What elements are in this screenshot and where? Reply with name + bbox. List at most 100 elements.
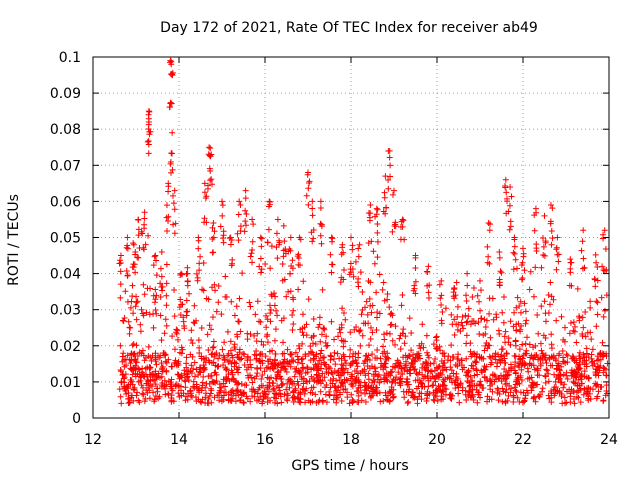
y-tick-label: 0.03 xyxy=(50,303,81,319)
data-point xyxy=(267,306,274,313)
data-point xyxy=(433,334,440,341)
peak-point xyxy=(542,238,549,245)
data-point xyxy=(287,351,294,358)
peak-point xyxy=(142,241,149,248)
data-point xyxy=(127,360,134,367)
data-point xyxy=(215,283,222,290)
data-point xyxy=(383,330,390,337)
data-point xyxy=(337,329,344,336)
peak-point xyxy=(553,244,560,251)
data-point xyxy=(600,313,607,320)
data-point xyxy=(551,384,558,391)
data-point xyxy=(373,389,380,396)
data-point xyxy=(232,378,239,385)
peak-point xyxy=(600,235,607,242)
data-point xyxy=(212,287,219,294)
peak-point xyxy=(193,270,200,277)
peak-point xyxy=(247,253,254,260)
data-point xyxy=(394,357,401,364)
data-point xyxy=(365,352,372,359)
data-point xyxy=(196,344,203,351)
data-point xyxy=(339,379,346,386)
data-point xyxy=(283,396,290,403)
data-point xyxy=(243,366,250,373)
data-point xyxy=(272,326,279,333)
data-point xyxy=(482,324,489,331)
data-point xyxy=(575,366,582,373)
data-point xyxy=(564,388,571,395)
data-point xyxy=(330,355,337,362)
data-point xyxy=(247,303,254,310)
data-point xyxy=(506,382,513,389)
data-point xyxy=(332,387,339,394)
peak-point xyxy=(141,225,148,232)
data-point xyxy=(490,316,497,323)
data-point xyxy=(368,384,375,391)
data-point xyxy=(299,355,306,362)
data-point xyxy=(359,332,366,339)
peak-point xyxy=(220,239,227,246)
peak-point xyxy=(506,226,513,233)
data-point xyxy=(233,360,240,367)
data-point xyxy=(251,393,258,400)
data-point xyxy=(534,312,541,319)
data-point xyxy=(576,315,583,322)
data-point xyxy=(330,396,337,403)
peak-point xyxy=(210,234,217,241)
data-point xyxy=(557,379,564,386)
data-point xyxy=(151,299,158,306)
data-point xyxy=(512,381,519,388)
peak-point xyxy=(547,202,554,209)
peak-point xyxy=(547,220,554,227)
data-point xyxy=(248,364,255,371)
data-point xyxy=(260,393,267,400)
data-point xyxy=(140,391,147,398)
data-point xyxy=(126,399,133,406)
data-point xyxy=(371,260,378,267)
data-point xyxy=(387,322,394,329)
data-point xyxy=(200,287,207,294)
data-point xyxy=(358,311,365,318)
data-point xyxy=(173,326,180,333)
data-point xyxy=(587,298,594,305)
peak-point xyxy=(241,228,248,235)
data-point xyxy=(326,392,333,399)
data-point xyxy=(139,347,146,354)
data-point xyxy=(228,376,235,383)
data-point xyxy=(402,358,409,365)
peak-point xyxy=(140,246,147,253)
data-point xyxy=(342,338,349,345)
peak-point xyxy=(374,238,381,245)
peak-point xyxy=(209,249,216,256)
data-point xyxy=(459,313,466,320)
data-point xyxy=(440,396,447,403)
data-point xyxy=(552,378,559,385)
data-point xyxy=(126,399,133,406)
peak-point xyxy=(503,189,510,196)
data-point xyxy=(187,388,194,395)
data-point xyxy=(545,378,552,385)
peak-point xyxy=(554,234,561,241)
data-point xyxy=(339,370,346,377)
data-point xyxy=(257,318,264,325)
peak-point xyxy=(423,268,430,275)
data-point xyxy=(172,382,179,389)
peak-point xyxy=(397,236,404,243)
data-point xyxy=(271,302,278,309)
data-point xyxy=(431,367,438,374)
data-point xyxy=(458,357,465,364)
data-point xyxy=(313,363,320,370)
data-point xyxy=(370,248,377,255)
peak-point xyxy=(385,148,392,155)
data-point xyxy=(334,350,341,357)
peak-point xyxy=(374,229,381,236)
data-point xyxy=(287,363,294,370)
data-point xyxy=(327,384,334,391)
peak-point xyxy=(169,166,176,173)
peak-point xyxy=(129,282,136,289)
peak-point xyxy=(308,229,315,236)
data-point xyxy=(268,291,275,298)
data-point xyxy=(152,306,159,313)
peak-point xyxy=(541,252,548,259)
data-point xyxy=(262,353,269,360)
